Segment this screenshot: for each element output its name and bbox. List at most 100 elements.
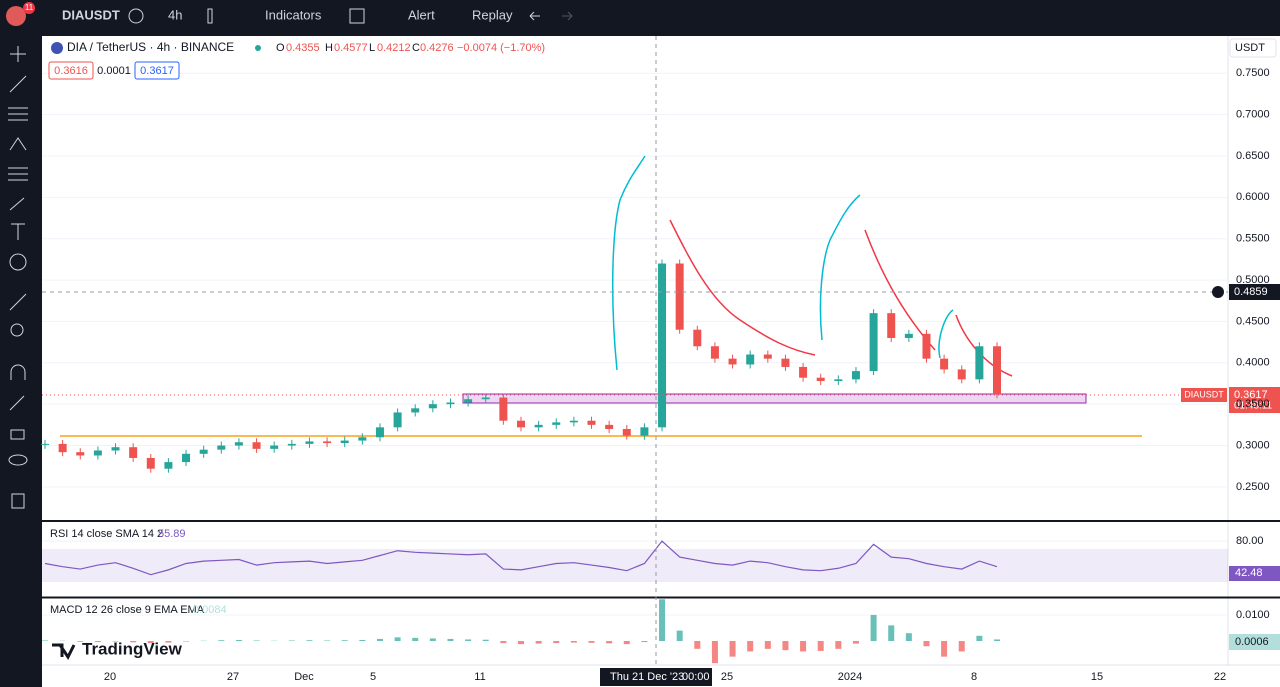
add-symbol[interactable] [128, 8, 144, 24]
y-tick-label: 0.6000 [1236, 191, 1270, 203]
candle [411, 408, 420, 413]
candle [393, 412, 402, 428]
macd-bar [306, 640, 313, 642]
symbol[interactable]: DIAUSDT [62, 7, 120, 22]
candle [922, 333, 931, 359]
fib-tool[interactable] [8, 107, 28, 121]
candle [816, 377, 825, 382]
logo-mark [52, 643, 76, 660]
macd-bar [764, 641, 771, 649]
buy-box[interactable] [134, 61, 180, 80]
pump-curve[interactable] [938, 309, 954, 359]
macd-bar [588, 641, 595, 643]
chart-type[interactable] [207, 8, 213, 24]
indicators-button[interactable]: Indicators [265, 7, 322, 22]
macd-bar [288, 640, 295, 642]
currency[interactable]: USDT [1235, 42, 1265, 54]
candle [517, 420, 525, 428]
avatar[interactable] [6, 6, 26, 26]
legend-h: 0.4577 [334, 42, 368, 54]
lock-tool[interactable] [10, 429, 25, 440]
zoom-tool[interactable] [10, 323, 24, 337]
macd-bar [235, 639, 242, 642]
candle [587, 420, 596, 425]
emoji-tool[interactable] [9, 253, 27, 271]
alert-button[interactable]: Alert [408, 7, 435, 22]
candle [622, 428, 631, 436]
y-tick-label: 0.7000 [1236, 109, 1270, 121]
candle [217, 445, 226, 450]
y-tick-label: 0.2500 [1236, 481, 1270, 493]
annotations [611, 155, 1013, 377]
y-tick-label: 0.0100 [1236, 609, 1270, 621]
macd-bar [324, 640, 331, 642]
symbol-icon [51, 42, 63, 54]
macd-bar [570, 641, 577, 643]
pump-curve[interactable] [611, 155, 646, 371]
undo[interactable] [529, 11, 540, 21]
pattern-tool[interactable] [9, 137, 27, 151]
macd-bar [623, 641, 630, 645]
x-tick-label: 11 [474, 671, 485, 683]
text-tool[interactable] [11, 223, 25, 240]
crosshair-add[interactable] [1212, 286, 1224, 298]
stay-drawing-tool[interactable] [9, 395, 25, 411]
last-price: 0.3617 [1234, 389, 1268, 401]
sell-box[interactable] [48, 61, 94, 80]
macd-axis-value: 0.0006 [1235, 636, 1269, 648]
currency-box[interactable] [1229, 38, 1277, 58]
candle [287, 443, 296, 446]
legend-c: 0.4276 [420, 42, 454, 54]
replay-button[interactable]: Replay [472, 7, 513, 22]
delete-tool[interactable] [11, 493, 25, 509]
macd-bar [711, 641, 718, 664]
y-tick-label: 0.6500 [1236, 150, 1270, 162]
legend-change: −0.0074 (−1.70%) [457, 42, 545, 54]
macd-bar [976, 635, 983, 642]
x-tick-label: 2024 [838, 671, 862, 683]
interval[interactable]: 4h [168, 7, 182, 22]
forecast-tool[interactable] [8, 167, 28, 181]
macd-bar [147, 641, 154, 644]
legend-o: 0.4355 [286, 42, 320, 54]
legend-o-label: O [276, 42, 285, 54]
macd-bar [359, 639, 366, 642]
pump-curve[interactable] [819, 194, 861, 341]
rsi-axis-value: 42.48 [1235, 567, 1263, 579]
y-tick-label: 0.4500 [1236, 315, 1270, 327]
candle [993, 346, 1001, 395]
bid[interactable]: 0.3616 [54, 65, 88, 77]
macd-bar [183, 641, 190, 642]
dump-curve[interactable] [669, 219, 816, 356]
magnet-tool[interactable] [10, 364, 26, 380]
logo: TradingView [82, 639, 183, 658]
candle [869, 313, 878, 372]
support-zone[interactable] [462, 393, 1087, 404]
measure-tool[interactable] [9, 293, 27, 311]
layouts[interactable] [349, 8, 365, 24]
brush-tool[interactable] [9, 197, 25, 211]
macd-bar [165, 641, 172, 643]
candle [975, 346, 984, 380]
y-tick-label: 0.3000 [1236, 439, 1270, 451]
macd-bar [482, 639, 489, 642]
candle [693, 329, 702, 347]
y-tick-label: 80.00 [1236, 535, 1264, 547]
x-tick-label: 27 [227, 671, 239, 683]
macd-label: MACD 12 26 close 9 EMA EMA [50, 604, 205, 616]
macd-bar [112, 641, 119, 642]
candle [904, 333, 913, 338]
macd-bar [42, 640, 48, 642]
macd-bar [253, 640, 260, 642]
macd-bar [77, 641, 84, 642]
macd-bar [835, 641, 842, 649]
candle [499, 397, 508, 421]
ask[interactable]: 0.3617 [140, 65, 174, 77]
candle [323, 441, 332, 444]
last-price-box [1229, 387, 1280, 413]
hide-tool[interactable] [8, 454, 28, 466]
crosshair-tool[interactable] [10, 46, 26, 62]
redo[interactable] [562, 11, 573, 21]
legend-c-label: C [412, 42, 420, 54]
trend-line-tool[interactable] [9, 75, 27, 93]
